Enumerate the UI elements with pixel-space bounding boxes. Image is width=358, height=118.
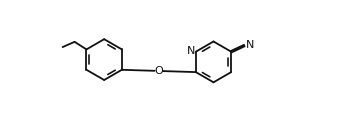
- Text: N: N: [246, 40, 255, 50]
- Text: O: O: [154, 66, 163, 76]
- Text: N: N: [187, 46, 195, 56]
